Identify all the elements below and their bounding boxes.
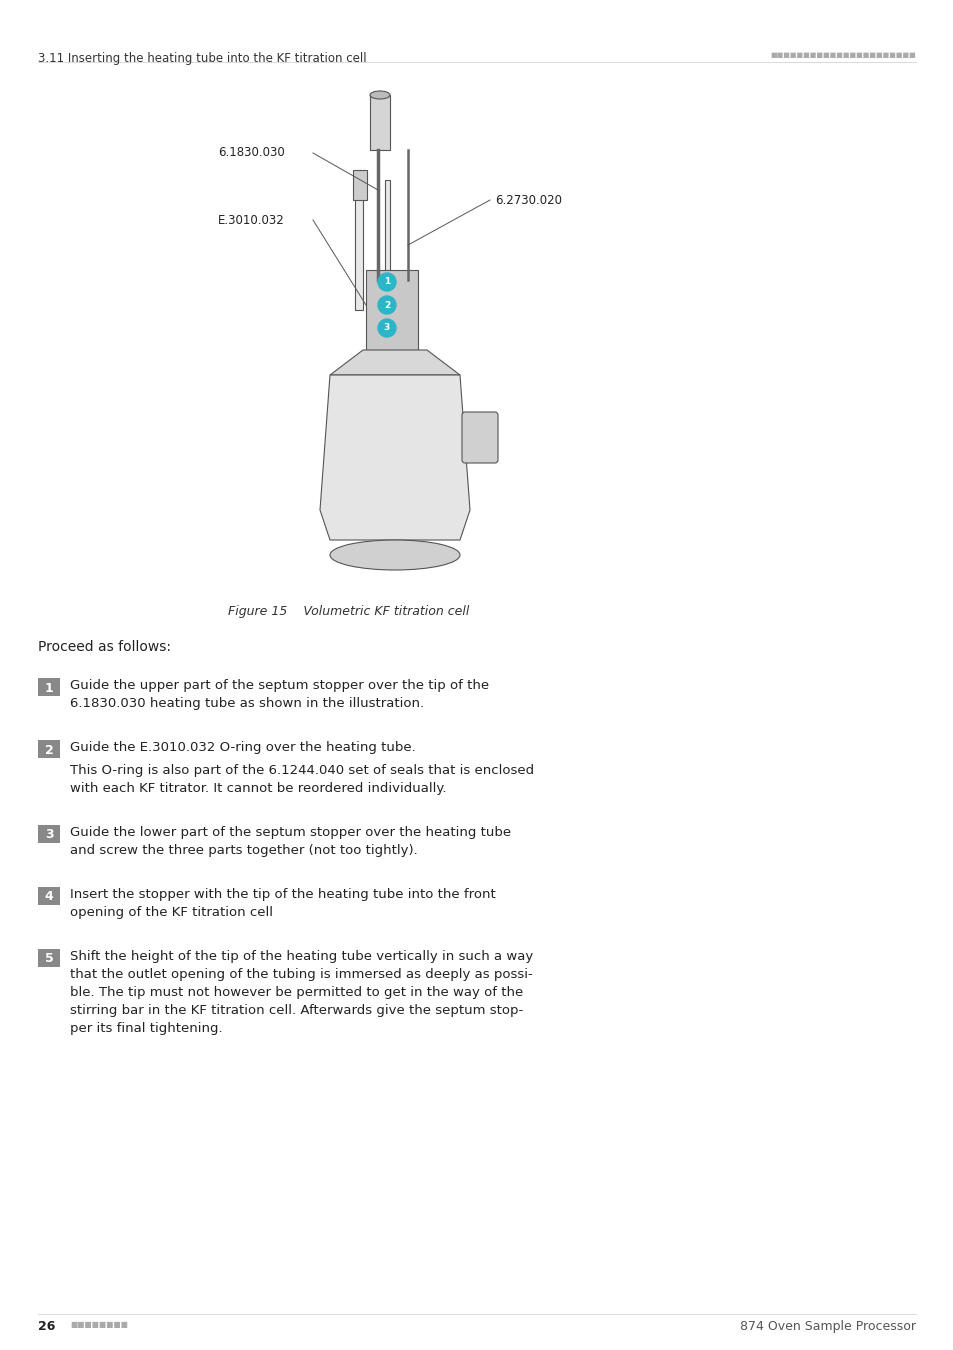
Text: 2: 2 (45, 744, 53, 756)
Text: 1: 1 (45, 682, 53, 694)
FancyBboxPatch shape (461, 412, 497, 463)
Text: 874 Oven Sample Processor: 874 Oven Sample Processor (740, 1320, 915, 1332)
Text: 6.1830.030: 6.1830.030 (218, 147, 284, 159)
Text: 3: 3 (45, 829, 53, 841)
Ellipse shape (330, 540, 459, 570)
Text: 1: 1 (383, 278, 390, 286)
FancyBboxPatch shape (38, 740, 60, 757)
Text: Guide the lower part of the septum stopper over the heating tube
and screw the t: Guide the lower part of the septum stopp… (70, 826, 511, 857)
Ellipse shape (370, 90, 390, 99)
Text: 4: 4 (45, 891, 53, 903)
Polygon shape (353, 170, 367, 200)
Text: Guide the E.3010.032 O-ring over the heating tube.: Guide the E.3010.032 O-ring over the hea… (70, 741, 416, 755)
FancyBboxPatch shape (370, 95, 390, 150)
FancyBboxPatch shape (38, 678, 60, 697)
FancyBboxPatch shape (385, 180, 390, 310)
FancyBboxPatch shape (38, 825, 60, 842)
Text: Insert the stopper with the tip of the heating tube into the front
opening of th: Insert the stopper with the tip of the h… (70, 888, 496, 919)
Text: ■■■■■■■■■■■■■■■■■■■■■■: ■■■■■■■■■■■■■■■■■■■■■■ (769, 53, 915, 58)
FancyBboxPatch shape (38, 949, 60, 967)
Text: E.3010.032: E.3010.032 (218, 213, 284, 227)
Text: 3.11 Inserting the heating tube into the KF titration cell: 3.11 Inserting the heating tube into the… (38, 53, 366, 65)
Circle shape (377, 319, 395, 338)
Polygon shape (366, 270, 417, 350)
FancyBboxPatch shape (355, 180, 363, 310)
Polygon shape (330, 350, 459, 375)
Text: Shift the height of the tip of the heating tube vertically in such a way
that th: Shift the height of the tip of the heati… (70, 950, 533, 1035)
FancyBboxPatch shape (38, 887, 60, 905)
Text: Figure 15    Volumetric KF titration cell: Figure 15 Volumetric KF titration cell (228, 605, 469, 618)
Circle shape (377, 296, 395, 315)
Text: 6.2730.020: 6.2730.020 (495, 193, 561, 207)
Text: 5: 5 (45, 953, 53, 965)
Polygon shape (319, 375, 470, 540)
Text: 26: 26 (38, 1320, 55, 1332)
Text: ■■■■■■■■: ■■■■■■■■ (70, 1320, 128, 1328)
Text: 3: 3 (383, 324, 390, 332)
Text: 2: 2 (383, 301, 390, 309)
Circle shape (377, 273, 395, 292)
Text: Proceed as follows:: Proceed as follows: (38, 640, 171, 653)
Text: Guide the upper part of the septum stopper over the tip of the
6.1830.030 heatin: Guide the upper part of the septum stopp… (70, 679, 489, 710)
Text: This O-ring is also part of the 6.1244.040 set of seals that is enclosed
with ea: This O-ring is also part of the 6.1244.0… (70, 764, 534, 795)
